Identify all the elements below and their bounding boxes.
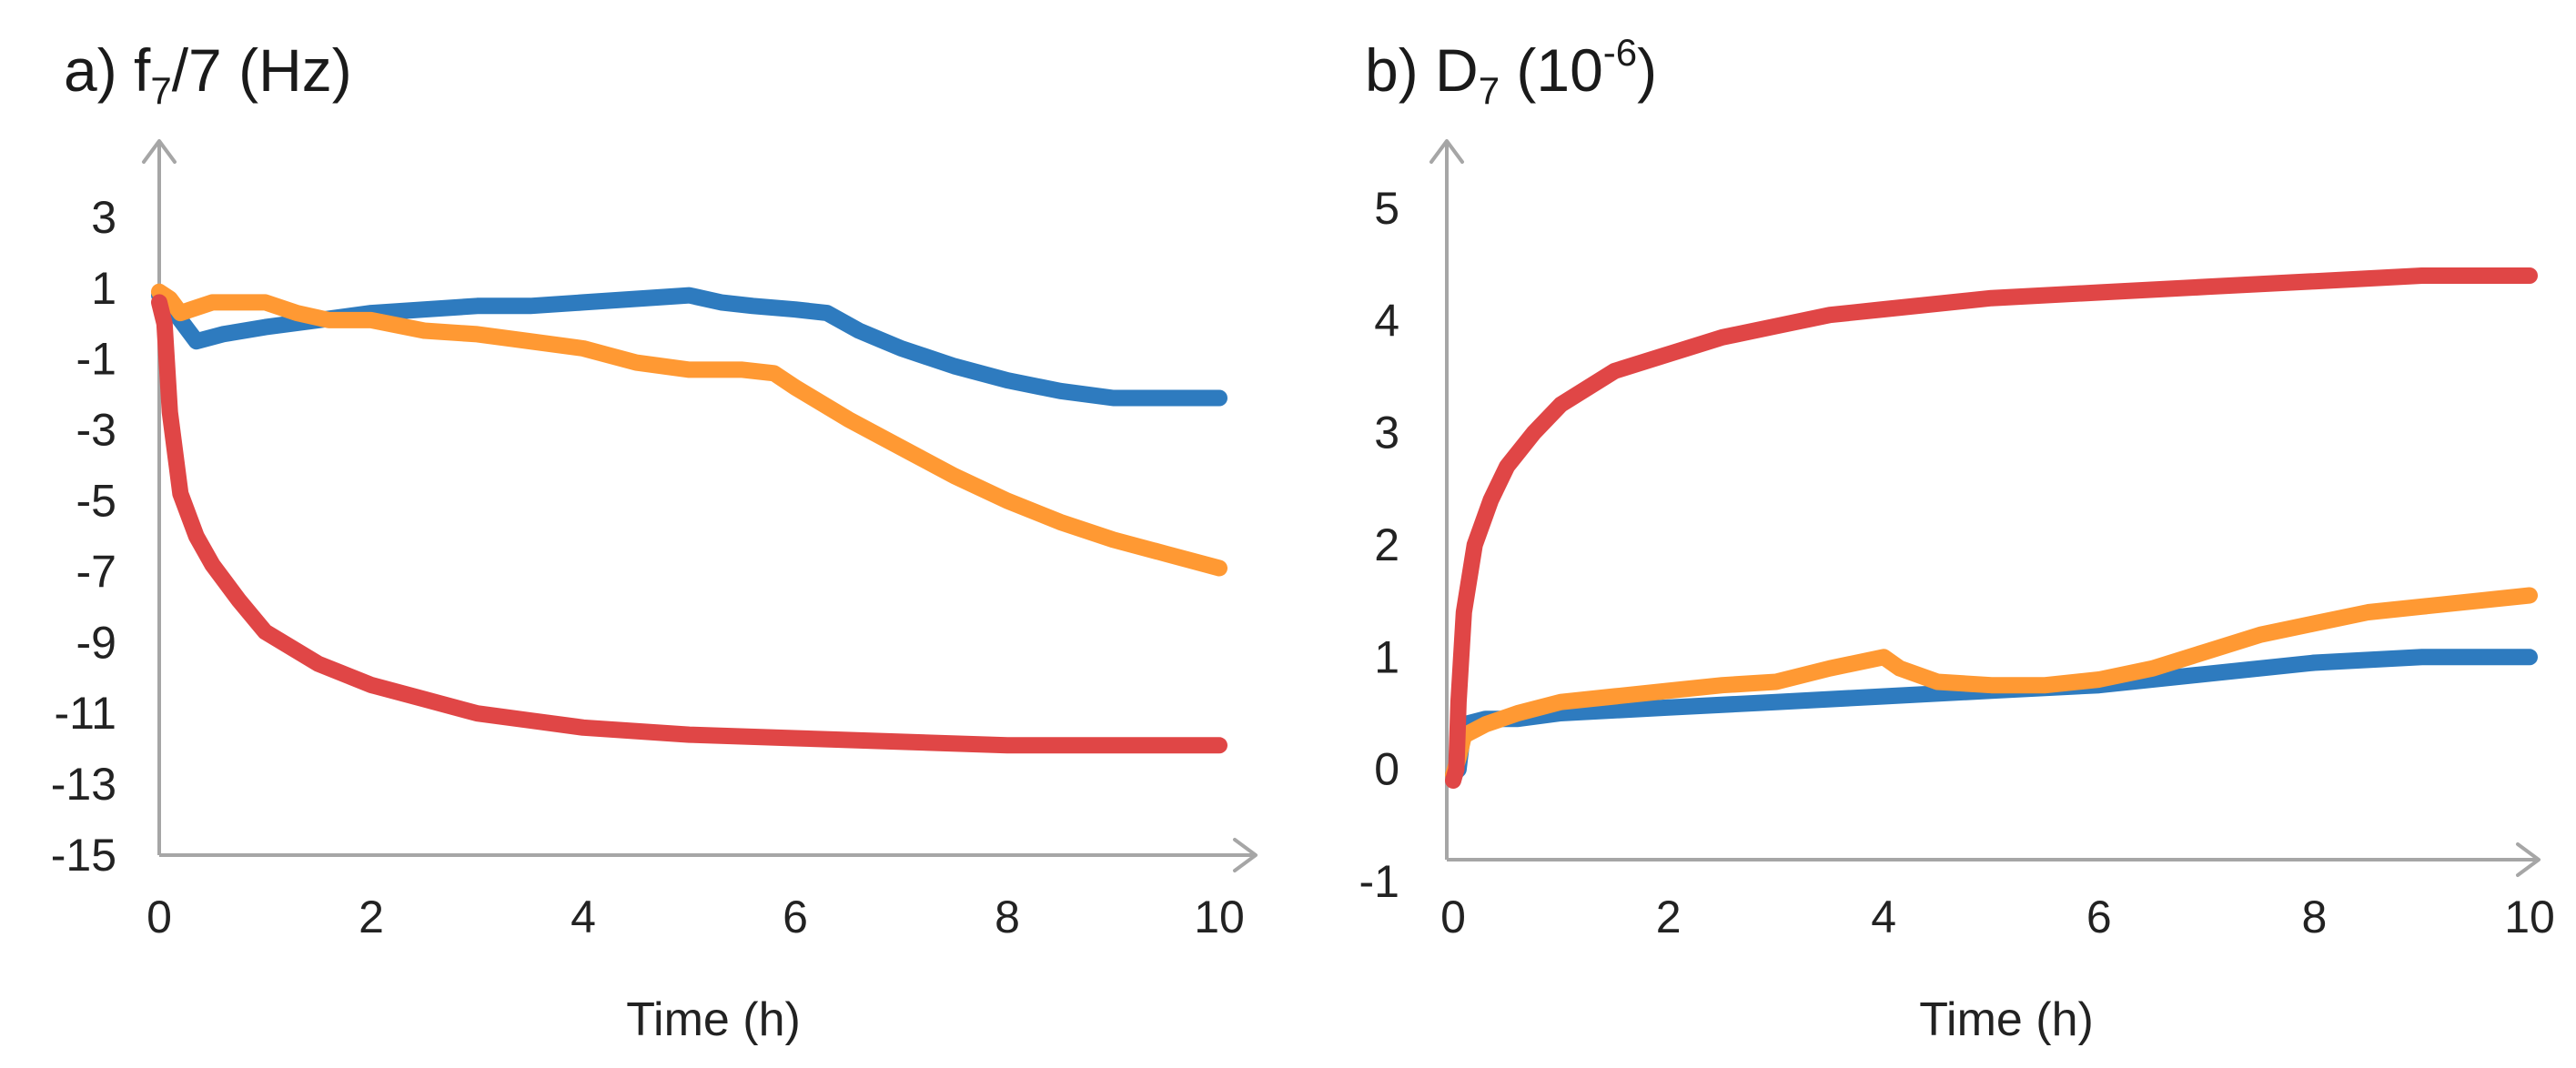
panel-b-y-tick-label: 5 <box>1374 183 1399 234</box>
panel-b-x-tick-label: 10 <box>2504 892 2555 942</box>
panel-b-x-tick-label: 8 <box>2301 892 2327 942</box>
panel-a-y-tick-label: -11 <box>54 688 116 739</box>
panel-a-y-tick-label: 3 <box>91 192 116 243</box>
panel-b-x-axis-arrow <box>2516 842 2541 877</box>
panel-a-x-tick-label: 10 <box>1194 892 1245 942</box>
panel-b-y-tick-label: 0 <box>1374 744 1399 795</box>
panel-a-series-red-line <box>151 294 1227 754</box>
panel-b-x-tick-label: 2 <box>1656 892 1682 942</box>
panel-b-title-superscript: -6 <box>1603 31 1637 74</box>
panel-b-series-blue-line <box>1445 649 2538 783</box>
panel-a-y-tick-label: -7 <box>76 546 116 597</box>
panel-b-title-suffix: (10 <box>1500 36 1603 104</box>
panel-b-title-end: ) <box>1637 36 1657 104</box>
panel-a-series-blue-line <box>151 287 1227 407</box>
panel-a-x-axis-arrow <box>1233 838 1258 872</box>
panel-a-y-tick-label: -3 <box>76 405 116 456</box>
panel-b-title: b) D7 (10-6) <box>1365 31 1657 112</box>
panel-a-x-tick-label: 4 <box>571 892 596 942</box>
panel-a-y-tick-label: -9 <box>76 617 116 668</box>
panel-a-y-tick-label: 1 <box>91 263 116 314</box>
panel-b-y-tick-label: 2 <box>1374 519 1399 570</box>
panel-a-series-orange-line <box>151 283 1227 577</box>
panel-b-title-prefix: b) D <box>1365 36 1479 104</box>
panel-a-x-tick-label: 8 <box>995 892 1020 942</box>
panel-a-title-prefix: a) f <box>64 36 151 104</box>
panel-a-y-tick-label: -5 <box>76 476 116 527</box>
panel-b-series-red-line <box>1445 267 2538 789</box>
panel-b-x-tick-label: 4 <box>1871 892 1896 942</box>
panel-b-y-tick-label: -1 <box>1359 856 1399 907</box>
panel-b-series-orange-line <box>1445 587 2538 783</box>
panel-a-y-axis-arrow <box>142 139 177 164</box>
panel-a-x-tick-label: 6 <box>783 892 808 942</box>
panel-b-x-axis-label: Time (h) <box>1919 993 2094 1046</box>
panel-a-title-suffix: /7 (Hz) <box>172 36 352 104</box>
panel-a-title: a) f7/7 (Hz) <box>64 36 352 112</box>
panel-a-frequency-chart: a) f7/7 (Hz) 3 1 -1 -3 -5 -7 -9 -11 -13 -15 0 2 4 6 8… <box>51 36 1258 1046</box>
panel-a-x-tick-label: 2 <box>359 892 384 942</box>
panel-b-x-tick-label: 6 <box>2086 892 2112 942</box>
panel-b-y-tick-label: 1 <box>1374 631 1399 682</box>
panel-a-y-tick-label: -1 <box>76 334 116 385</box>
panel-b-y-tick-label: 4 <box>1374 295 1399 346</box>
panel-b-y-tick-label: 3 <box>1374 408 1399 458</box>
panel-a-x-tick-label: 0 <box>146 892 172 942</box>
panel-a-x-axis-label: Time (h) <box>626 993 801 1046</box>
panel-b-y-axis-arrow <box>1429 139 1464 164</box>
panel-a-y-tick-label: -15 <box>51 830 116 881</box>
panel-b-title-subscript: 7 <box>1479 69 1500 112</box>
panel-b-x-tick-label: 0 <box>1440 892 1466 942</box>
panel-a-title-subscript: 7 <box>150 69 171 112</box>
panel-a-y-tick-label: -13 <box>51 759 116 810</box>
